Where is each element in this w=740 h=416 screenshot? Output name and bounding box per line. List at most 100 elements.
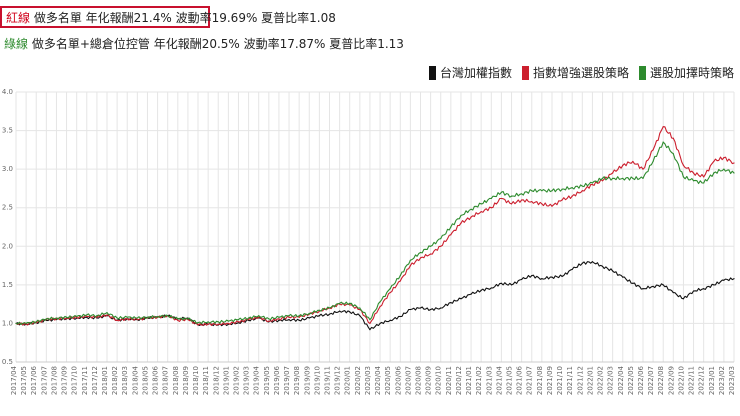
- x-tick-label: 2019/02: [232, 366, 240, 395]
- x-tick-label: 2020/03: [364, 366, 372, 395]
- data-point-enhanced: [268, 320, 270, 322]
- data-point-enhanced: [258, 316, 260, 318]
- y-tick-label: 1.0: [2, 319, 13, 327]
- data-point-enhanced: [733, 162, 735, 164]
- data-point-taiex: [531, 275, 533, 277]
- data-point-enhanced: [96, 316, 98, 318]
- data-point-timing: [298, 315, 300, 317]
- data-point-enhanced: [571, 195, 573, 197]
- data-point-taiex: [713, 284, 715, 286]
- data-point-taiex: [318, 315, 320, 317]
- data-point-timing: [187, 318, 189, 320]
- data-point-timing: [622, 177, 624, 179]
- data-point-enhanced: [470, 216, 472, 218]
- data-point-taiex: [521, 278, 523, 281]
- x-tick-label: 2021/11: [566, 366, 574, 395]
- data-point-timing: [106, 312, 108, 314]
- x-tick-label: 2018/08: [172, 366, 180, 395]
- legend-item-enhanced[interactable]: 指數增強選股策略: [521, 64, 629, 81]
- legend-item-taiex[interactable]: 台灣加權指數: [428, 64, 512, 81]
- data-point-taiex: [430, 308, 432, 311]
- data-point-timing: [369, 318, 371, 321]
- x-tick-label: 2018/12: [212, 366, 220, 395]
- series-line-enhanced: [15, 126, 735, 326]
- data-point-taiex: [339, 310, 341, 312]
- data-point-enhanced: [561, 199, 563, 201]
- x-tick-label: 2018/01: [101, 366, 109, 395]
- data-point-enhanced: [136, 318, 138, 321]
- data-point-taiex: [359, 315, 361, 317]
- data-point-enhanced: [227, 322, 229, 325]
- x-tick-label: 2019/11: [323, 366, 331, 395]
- y-tick-label: 2.0: [2, 242, 13, 250]
- data-point-enhanced: [217, 323, 219, 325]
- data-point-enhanced: [116, 319, 118, 321]
- data-point-enhanced: [197, 324, 199, 326]
- x-tick-label: 2023/01: [708, 366, 716, 395]
- x-tick-label: 2017/11: [81, 366, 89, 395]
- x-tick-label: 2022/03: [607, 366, 615, 395]
- data-point-taiex: [622, 276, 624, 278]
- legend-item-timing[interactable]: 選股加擇時策略: [638, 64, 734, 81]
- y-tick-label: 3.5: [2, 127, 13, 135]
- data-point-timing: [571, 187, 573, 189]
- data-point-taiex: [298, 319, 300, 321]
- data-point-taiex: [642, 288, 644, 290]
- data-point-timing: [652, 160, 654, 163]
- data-point-timing: [632, 177, 634, 179]
- x-tick-label: 2021/07: [526, 366, 534, 395]
- x-tick-label: 2020/09: [425, 366, 433, 395]
- x-tick-label: 2023/02: [718, 366, 726, 395]
- red-line-summary: 紅線 做多名單 年化報酬21.4% 波動率19.69% 夏普比率1.08: [0, 6, 336, 28]
- data-point-enhanced: [500, 197, 503, 200]
- x-tick-label: 2022/11: [688, 366, 696, 395]
- x-tick-label: 2018/04: [131, 365, 139, 395]
- series-line-taiex: [15, 261, 735, 331]
- x-tick-label: 2018/07: [162, 366, 170, 395]
- data-point-enhanced: [642, 168, 644, 170]
- x-tick-label: 2022/08: [657, 366, 665, 395]
- x-tick-label: 2020/08: [415, 366, 423, 395]
- data-point-timing: [318, 309, 320, 311]
- x-tick-label: 2022/02: [597, 366, 605, 395]
- data-point-timing: [207, 321, 209, 323]
- data-point-taiex: [349, 311, 351, 313]
- x-tick-label: 2022/05: [627, 366, 635, 395]
- data-point-enhanced: [682, 164, 685, 166]
- data-point-timing: [662, 141, 664, 143]
- data-point-timing: [460, 214, 462, 217]
- data-point-timing: [692, 180, 695, 182]
- data-point-timing: [389, 288, 391, 290]
- data-point-taiex: [460, 298, 462, 300]
- data-point-timing: [258, 315, 260, 317]
- series-line-timing: [15, 141, 735, 325]
- data-point-taiex: [399, 315, 401, 318]
- data-point-taiex: [470, 293, 472, 295]
- data-point-taiex: [379, 322, 381, 325]
- data-point-taiex: [551, 276, 553, 278]
- x-tick-label: 2018/10: [192, 366, 200, 395]
- green-line-stats: 做多名單+總倉位控管 年化報酬20.5% 波動率17.87% 夏普比率1.13: [31, 37, 404, 51]
- data-point-taiex: [662, 284, 664, 286]
- data-point-timing: [96, 315, 98, 317]
- data-point-taiex: [703, 288, 705, 290]
- x-tick-label: 2019/12: [334, 366, 342, 395]
- x-tick-label: 2021/09: [546, 366, 554, 395]
- data-point-timing: [409, 259, 411, 261]
- x-tick-label: 2021/06: [516, 365, 524, 395]
- x-tick-label: 2019/09: [303, 366, 311, 395]
- data-point-enhanced: [288, 316, 290, 318]
- data-point-enhanced: [379, 305, 381, 308]
- x-tick-label: 2022/04: [617, 365, 625, 395]
- data-point-taiex: [510, 284, 513, 286]
- x-tick-label: 2020/02: [354, 366, 362, 395]
- y-tick-label: 0.5: [2, 358, 13, 366]
- data-point-timing: [288, 315, 290, 317]
- chart-legend: 台灣加權指數 指數增強選股策略 選股加擇時策略: [428, 64, 734, 81]
- data-point-enhanced: [480, 210, 482, 213]
- x-tick-label: 2020/05: [384, 366, 392, 395]
- data-point-enhanced: [662, 126, 664, 128]
- x-tick-label: 2021/05: [506, 366, 514, 395]
- data-point-timing: [136, 317, 138, 319]
- x-tick-label: 2017/05: [20, 366, 28, 395]
